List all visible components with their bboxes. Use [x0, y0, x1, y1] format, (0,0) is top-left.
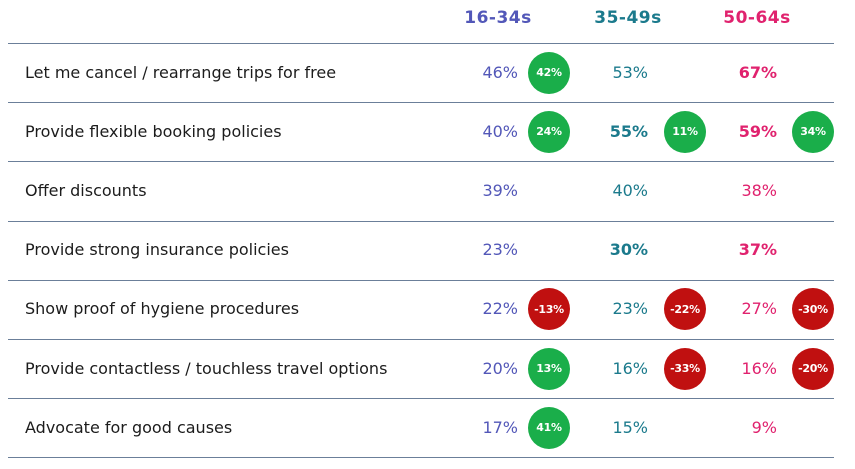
change-badge-positive: 42%	[528, 51, 570, 94]
value-cell: 39%	[482, 181, 518, 200]
column-header: 35-49s	[594, 8, 662, 28]
value-cell: 46%	[482, 62, 518, 82]
value-cell: 16%	[612, 358, 648, 378]
row-label: Provide strong insurance policies	[25, 240, 289, 260]
value-cell: 15%	[612, 417, 648, 437]
row-label: Offer discounts	[25, 181, 147, 200]
change-badge-positive: 34%	[792, 110, 834, 153]
value-cell: 23%	[612, 299, 648, 319]
change-badge-positive: 11%	[664, 110, 706, 153]
value-cell: 67%	[738, 62, 777, 82]
change-badge-negative: -30%	[792, 288, 834, 331]
row-divider	[8, 220, 834, 222]
value-cell: 22%	[482, 299, 518, 319]
column-header: 50-64s	[723, 8, 791, 28]
row-divider	[8, 102, 834, 104]
value-cell: 40%	[612, 181, 648, 200]
value-cell: 17%	[482, 417, 518, 437]
value-cell: 16%	[741, 358, 777, 378]
row-label: Provide flexible booking policies	[25, 121, 282, 141]
row-label: Show proof of hygiene procedures	[25, 299, 300, 319]
value-cell: 37%	[738, 240, 777, 260]
row-divider	[8, 161, 834, 163]
value-cell: 9%	[751, 417, 777, 437]
change-badge-negative: -13%	[528, 288, 570, 331]
value-cell: 27%	[741, 299, 777, 319]
change-badge-positive: 13%	[528, 347, 570, 390]
change-badge-negative: -22%	[664, 288, 706, 331]
row-label: Let me cancel / rearrange trips for free	[25, 62, 337, 82]
row-label: Provide contactless / touchless travel o…	[25, 358, 388, 378]
row-divider	[8, 457, 834, 459]
value-cell: 20%	[482, 358, 518, 378]
row-divider	[8, 398, 834, 400]
change-badge-negative: -33%	[664, 347, 706, 390]
value-cell: 40%	[482, 121, 518, 141]
change-badge-negative: -20%	[792, 347, 834, 390]
change-badge-positive: 24%	[528, 110, 570, 153]
value-cell: 38%	[741, 181, 777, 200]
value-cell: 23%	[482, 240, 518, 260]
row-divider	[8, 279, 834, 281]
column-header: 16-34s	[464, 8, 532, 28]
row-divider	[8, 339, 834, 340]
value-cell: 53%	[612, 62, 648, 82]
value-cell: 59%	[738, 121, 777, 141]
row-divider	[8, 43, 834, 44]
change-badge-positive: 41%	[528, 406, 570, 449]
value-cell: 55%	[609, 121, 648, 141]
row-label: Advocate for good causes	[25, 417, 233, 437]
value-cell: 30%	[609, 240, 648, 260]
